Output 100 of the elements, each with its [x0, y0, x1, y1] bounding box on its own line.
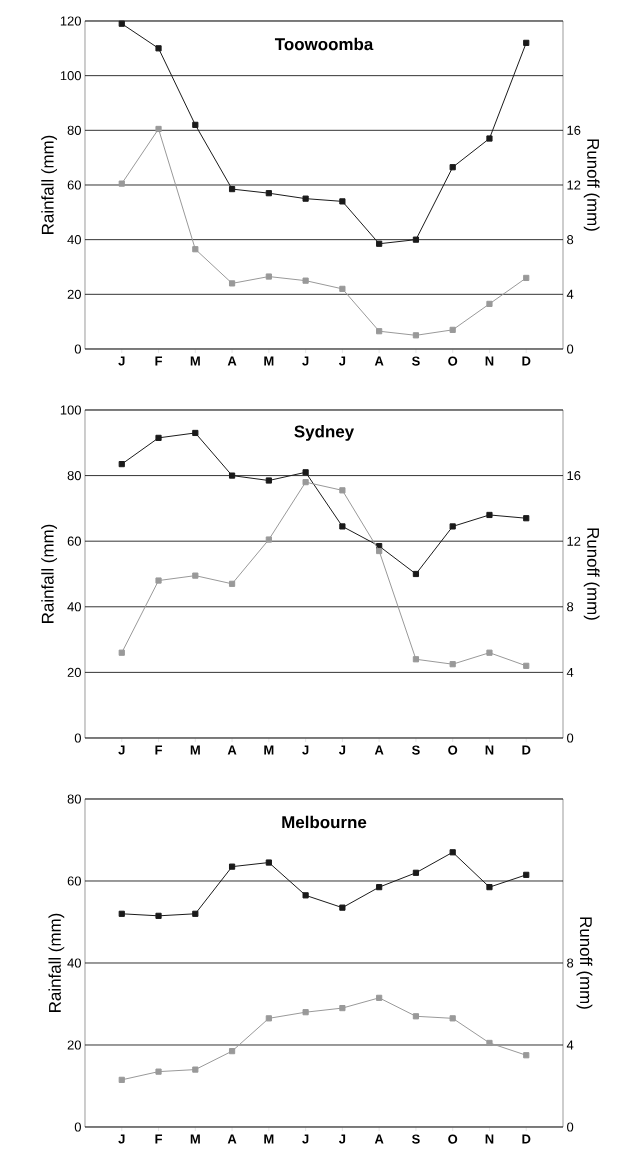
x-tick-label: D [522, 745, 531, 755]
point [155, 1068, 162, 1075]
point [449, 523, 456, 530]
y2-tick-label: 8 [567, 602, 574, 612]
point [118, 20, 125, 27]
point [118, 910, 125, 917]
x-tick-label: S [411, 356, 420, 366]
y2-axis-title: Runoff (mm) [576, 917, 593, 1009]
point [449, 1015, 456, 1022]
point [228, 580, 236, 587]
point [376, 328, 383, 335]
point [228, 863, 236, 870]
point [449, 164, 456, 171]
point [523, 1052, 530, 1059]
y-tick-label: 60 [67, 876, 81, 886]
y2-tick-label: 4 [566, 667, 574, 677]
x-tick-label: D [522, 1134, 531, 1144]
point [412, 869, 420, 876]
point [192, 1066, 199, 1073]
point [192, 572, 199, 579]
x-tick-label: J [302, 1134, 309, 1144]
point [228, 1048, 236, 1055]
x-tick-label: A [374, 745, 384, 755]
x-tick-label: J [338, 745, 346, 755]
y-tick-label: 80 [67, 125, 81, 135]
y2-tick-label: 8 [567, 235, 574, 245]
x-tick-label: S [411, 745, 420, 755]
x-tick-label: O [448, 745, 458, 755]
y-tick-label: 0 [74, 344, 81, 354]
y-axis-title: Rainfall (mm) [41, 135, 58, 234]
x-tick-label: J [338, 1134, 346, 1144]
point [302, 479, 309, 486]
point [228, 472, 236, 479]
point [339, 904, 346, 911]
x-tick-label: N [485, 1134, 494, 1144]
x-tick-label: F [155, 745, 163, 755]
y-tick-label: 100 [60, 71, 81, 81]
point [302, 1009, 309, 1016]
y-tick-label: 0 [74, 1122, 81, 1132]
point [118, 1076, 125, 1083]
point [412, 656, 420, 663]
x-tick-label: N [485, 745, 494, 755]
point [118, 461, 125, 468]
x-tick-label: M [190, 745, 200, 755]
point [339, 285, 346, 292]
x-tick-label: M [264, 1134, 274, 1144]
y2-tick-label: 12 [567, 180, 581, 190]
y2-tick-label: 12 [567, 536, 581, 546]
y-tick-label: 80 [67, 794, 81, 804]
x-tick-label: A [374, 1134, 384, 1144]
point [486, 649, 493, 656]
point [302, 469, 309, 476]
y2-axis-title: Runoff (mm) [583, 528, 600, 620]
point [265, 477, 272, 484]
x-tick-label: J [118, 1134, 125, 1144]
point [412, 570, 420, 578]
point [155, 912, 162, 919]
text: Sydney [294, 425, 355, 441]
point [339, 1004, 346, 1012]
point [265, 190, 272, 197]
y-axis-title: Rainfall (mm) [48, 913, 65, 1012]
point [192, 121, 199, 128]
x-tick-label: J [302, 745, 309, 755]
y2-tick-label: 4 [566, 289, 574, 299]
x-tick-label: A [227, 745, 237, 755]
x-tick-label: J [118, 745, 125, 755]
text: Toowoomba [274, 37, 374, 51]
point [302, 277, 309, 284]
x-tick-label: D [522, 356, 531, 366]
point [449, 661, 456, 668]
point [523, 871, 530, 878]
point [265, 273, 272, 280]
x-tick-label: N [485, 356, 494, 366]
point [118, 180, 125, 187]
point [376, 884, 383, 891]
y-tick-label: 40 [67, 602, 81, 612]
x-tick-label: O [448, 356, 458, 366]
y2-tick-label: 0 [567, 1122, 574, 1132]
point [376, 240, 383, 247]
y-tick-label: 0 [74, 733, 81, 743]
y-axis-title: Rainfall (mm) [41, 524, 58, 623]
point [265, 859, 272, 866]
point [228, 185, 236, 193]
point [302, 195, 309, 202]
x-tick-label: M [190, 356, 200, 366]
y-tick-label: 120 [60, 16, 81, 26]
y2-axis-title: Runoff (mm) [583, 139, 600, 231]
point [339, 487, 346, 494]
y2-tick-label: 0 [567, 733, 574, 743]
point [302, 892, 309, 899]
x-tick-label: A [374, 356, 384, 366]
x-tick-label: M [190, 1134, 200, 1144]
point [449, 849, 456, 856]
y2-tick-label: 16 [567, 125, 581, 135]
point [265, 536, 272, 543]
point [155, 45, 162, 52]
x-tick-label: A [227, 356, 237, 366]
point [412, 236, 420, 243]
point [486, 135, 493, 142]
x-tick-label: F [155, 1134, 163, 1144]
